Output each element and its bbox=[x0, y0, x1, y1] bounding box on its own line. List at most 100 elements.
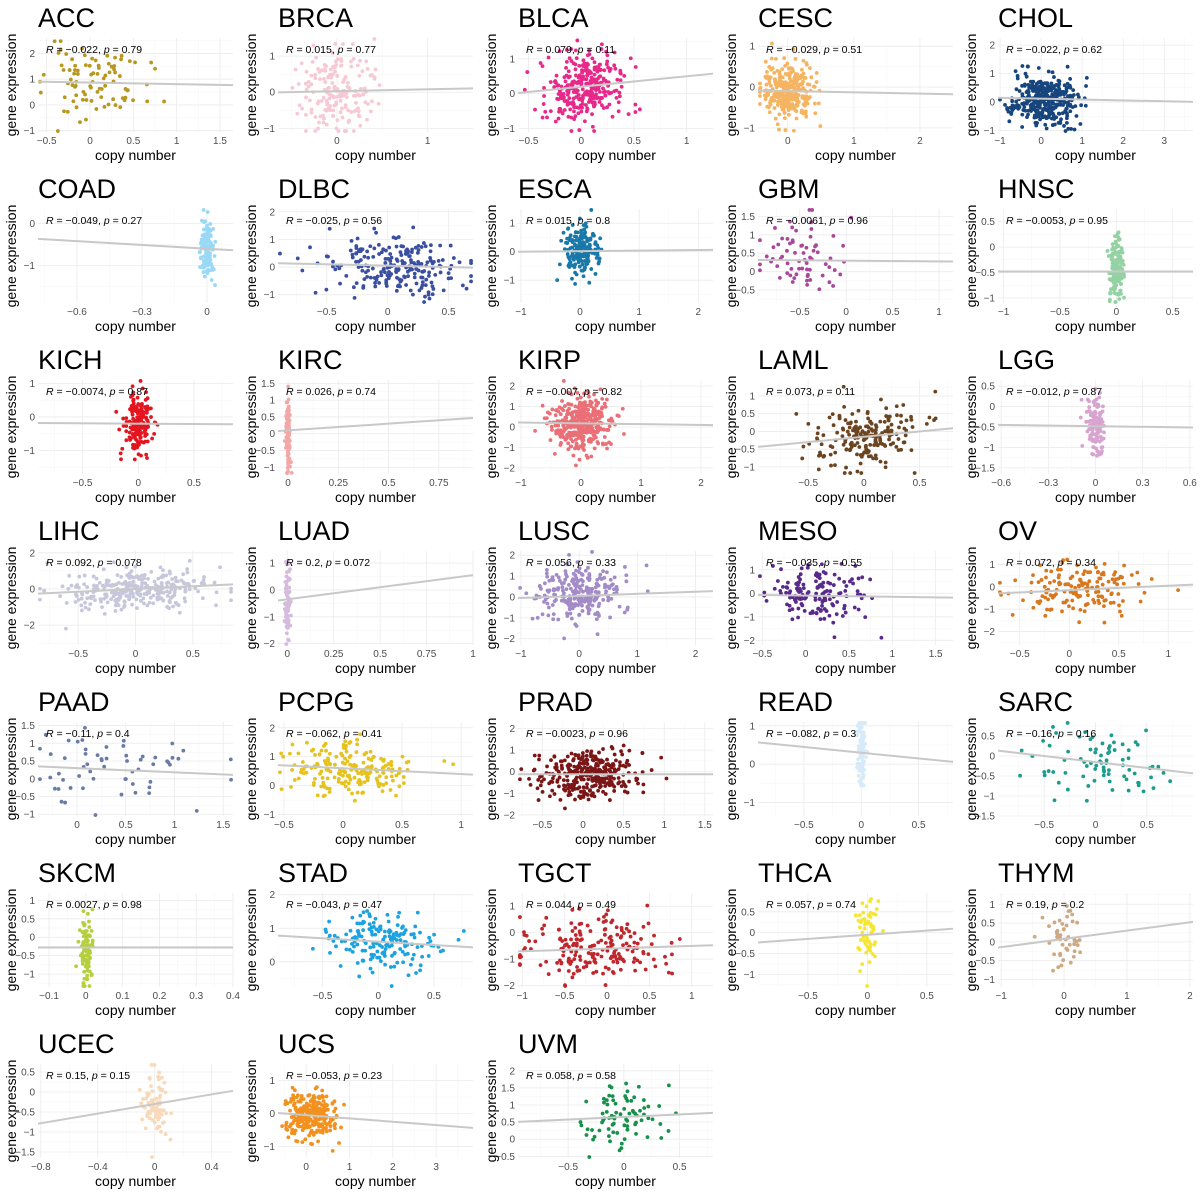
data-point bbox=[321, 743, 326, 748]
data-point bbox=[80, 738, 85, 742]
data-point bbox=[419, 262, 424, 266]
data-point bbox=[585, 455, 590, 460]
data-point bbox=[185, 570, 190, 575]
data-point bbox=[1097, 419, 1102, 424]
data-point bbox=[828, 256, 833, 261]
data-point bbox=[1085, 397, 1090, 402]
data-point bbox=[135, 590, 139, 595]
data-point bbox=[1014, 99, 1019, 104]
regression-line bbox=[517, 248, 714, 253]
y-axis-label: gene expression bbox=[483, 376, 499, 479]
data-point bbox=[83, 92, 87, 97]
data-point bbox=[332, 86, 337, 91]
data-point bbox=[603, 404, 608, 409]
data-point bbox=[1022, 82, 1027, 87]
data-point bbox=[1050, 593, 1055, 598]
data-point bbox=[858, 453, 863, 457]
data-point bbox=[833, 463, 837, 468]
data-point bbox=[587, 242, 592, 247]
x-tick-label: −0.5 bbox=[73, 478, 93, 489]
panel-title: COAD bbox=[38, 174, 116, 204]
data-point bbox=[141, 601, 146, 606]
data-point bbox=[366, 255, 371, 260]
data-point bbox=[340, 106, 344, 111]
data-point bbox=[589, 208, 594, 212]
data-point bbox=[386, 276, 391, 281]
data-point bbox=[416, 244, 421, 248]
data-point bbox=[904, 418, 909, 423]
data-point bbox=[1035, 599, 1040, 604]
data-point bbox=[610, 582, 615, 587]
data-point bbox=[1149, 577, 1154, 581]
data-point bbox=[1071, 606, 1075, 611]
data-point bbox=[61, 68, 66, 72]
data-point bbox=[616, 776, 621, 780]
data-point bbox=[602, 769, 607, 774]
x-tick-label: 0 bbox=[136, 478, 142, 489]
x-tick-label: 0 bbox=[285, 478, 291, 489]
data-point bbox=[573, 404, 578, 409]
data-point bbox=[1101, 570, 1106, 575]
data-point bbox=[1045, 82, 1049, 87]
data-point bbox=[141, 410, 146, 415]
data-point bbox=[1087, 579, 1092, 584]
y-tick-label: 1 bbox=[269, 396, 275, 407]
y-tick-label: −1 bbox=[504, 789, 516, 800]
data-point bbox=[1122, 563, 1127, 568]
data-point bbox=[1041, 94, 1046, 99]
data-point bbox=[288, 751, 292, 756]
y-tick-label: −1 bbox=[504, 613, 516, 624]
data-point bbox=[577, 264, 582, 269]
data-point bbox=[1042, 584, 1047, 589]
data-point bbox=[343, 769, 347, 774]
data-point bbox=[1050, 86, 1054, 91]
data-point bbox=[339, 781, 344, 786]
data-point bbox=[349, 239, 354, 243]
data-point bbox=[1110, 254, 1115, 259]
data-point bbox=[589, 404, 593, 409]
data-point bbox=[559, 238, 564, 243]
data-point bbox=[850, 443, 855, 448]
regression-line bbox=[517, 590, 714, 600]
points bbox=[1078, 387, 1106, 458]
data-point bbox=[619, 749, 623, 754]
data-point bbox=[93, 813, 98, 817]
data-point bbox=[581, 761, 586, 766]
data-point bbox=[827, 415, 832, 420]
data-point bbox=[332, 69, 337, 74]
data-point bbox=[326, 254, 330, 259]
data-point bbox=[798, 76, 802, 81]
data-point bbox=[573, 114, 578, 119]
data-point bbox=[147, 791, 152, 796]
data-point bbox=[606, 768, 611, 772]
data-point bbox=[304, 129, 308, 133]
data-point bbox=[933, 389, 938, 394]
data-point bbox=[619, 84, 624, 89]
data-point bbox=[822, 616, 827, 621]
data-point bbox=[89, 594, 93, 599]
data-point bbox=[1037, 114, 1041, 119]
data-point bbox=[585, 766, 590, 771]
x-tick-label: 0 bbox=[578, 136, 584, 147]
data-point bbox=[550, 407, 555, 412]
data-point bbox=[540, 115, 545, 120]
data-point bbox=[349, 59, 353, 64]
data-point bbox=[864, 447, 869, 452]
data-point bbox=[1078, 415, 1083, 420]
data-point bbox=[809, 75, 814, 80]
data-point bbox=[149, 569, 154, 574]
data-point bbox=[161, 573, 165, 578]
data-point bbox=[610, 746, 615, 751]
data-point bbox=[895, 413, 899, 418]
y-tick-label: 0 bbox=[509, 592, 515, 603]
data-point bbox=[551, 612, 556, 617]
data-point bbox=[645, 589, 650, 594]
data-point bbox=[801, 251, 806, 255]
data-point bbox=[769, 56, 774, 61]
data-point bbox=[451, 256, 456, 260]
data-point bbox=[1113, 570, 1118, 575]
data-point bbox=[1044, 568, 1049, 573]
data-point bbox=[66, 738, 71, 743]
data-point bbox=[1113, 252, 1118, 256]
